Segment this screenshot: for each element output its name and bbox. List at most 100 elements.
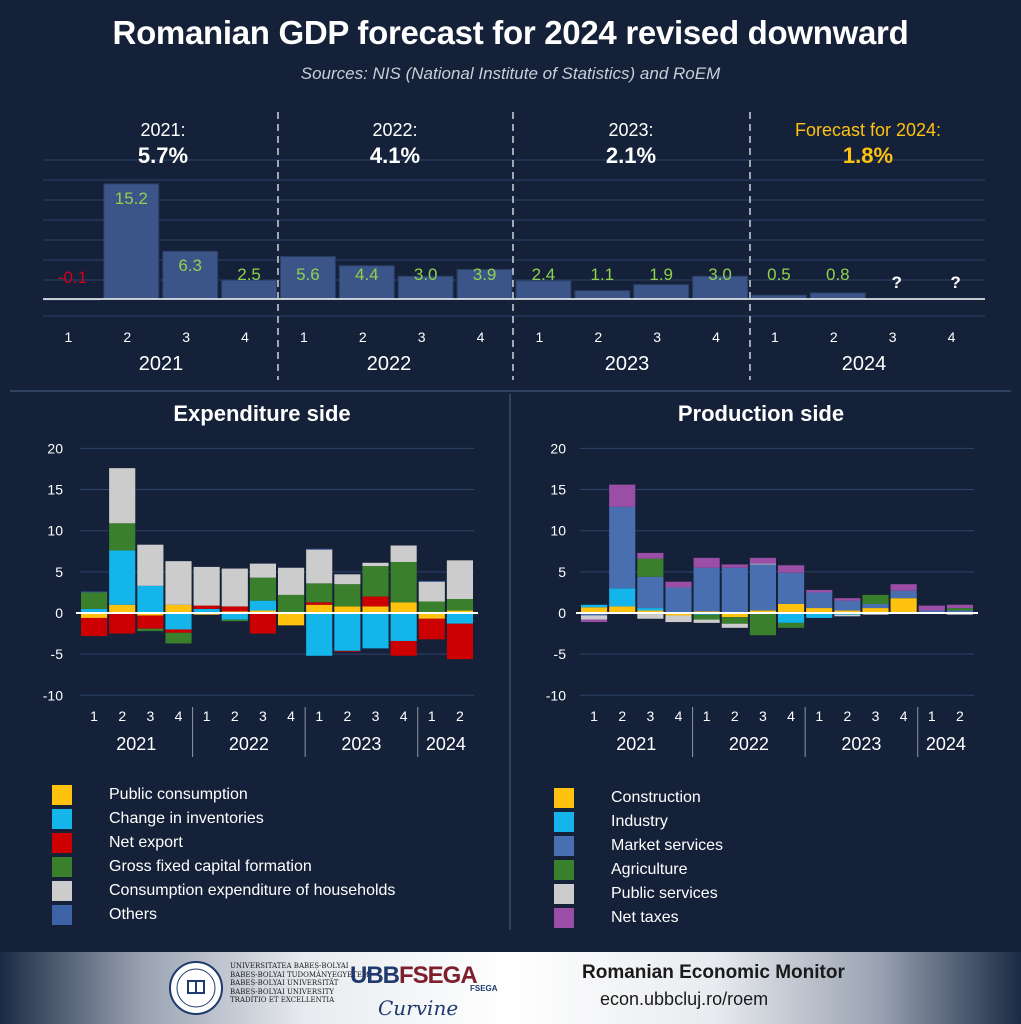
stacked-bar-segment [778,603,805,613]
quarter-tick-label: 4 [900,708,908,724]
stacked-bar-segment [278,613,305,626]
legend-swatch-agriculture [554,860,574,880]
stacked-bar-segment [946,610,973,613]
stacked-bar-segment [806,608,833,613]
year-axis-label: 2022 [229,734,269,754]
stacked-bar-segment [306,613,333,656]
stacked-bar-segment [665,615,692,623]
stacked-bar-segment [81,617,108,637]
gdp-bar [338,265,395,300]
legend-swatch-industry [554,812,574,832]
stacked-bar-segment [137,585,164,613]
stacked-bar-segment [665,613,692,616]
quarterly-gdp-chart: -0.1 15.2 6.3 2.5 5.6 4.4 3.0 3.9 2.4 1.1 1.9 3.0 0.… [43,112,985,380]
stacked-bar-segment [221,606,248,612]
production-side-chart: Production side -10 -5 0 5 10 15 20 1 2 3 4 1 2 3 4 1 2 3 4… [546,401,978,757]
gdp-value-label: 5.6 [296,265,320,284]
annual-summary-value: 4.1% [370,143,420,168]
gdp-value-label: 0.5 [767,265,791,284]
quarter-tick-label: 4 [287,708,295,724]
gdp-value-label: -0.1 [58,268,87,287]
legend-swatch-others [52,905,72,925]
gdp-bar [633,284,690,300]
stacked-bar-segment [334,613,361,651]
quarter-tick-label: 1 [703,708,711,724]
legend-label-agriculture: Agriculture [611,861,688,878]
stacked-bar-segment [109,523,136,551]
quarter-tick-label: 3 [653,329,661,345]
stacked-bar-segment [81,592,108,609]
quarter-tick-label: 4 [477,329,485,345]
y-tick-label: 10 [550,523,566,539]
gdp-bar [162,250,219,300]
stacked-bar-segment [390,561,417,603]
page-subtitle: Sources: NIS (National Institute of Stat… [300,64,721,83]
y-tick-label: 20 [47,440,63,456]
stacked-bar-segment [446,610,473,613]
quarter-tick-label: 4 [787,708,795,724]
gdp-value-label: 3.9 [473,265,497,284]
quarter-tick-label: 1 [428,708,436,724]
gdp-bar [103,183,160,300]
gdp-value-label: 3.0 [708,265,732,284]
stacked-bar-segment [109,613,136,634]
quarter-tick-label: 1 [815,708,823,724]
stacked-bar-segment [165,632,192,644]
panel-title: Production side [678,401,844,426]
stacked-bar-segment [334,574,361,585]
quarter-tick-label: 2 [594,329,602,345]
legend-swatch-public-services [554,884,574,904]
university-seal-logo [169,961,223,1015]
legend-label-others: Others [109,906,158,923]
stacked-bar-segment [221,619,248,622]
stacked-bar-segment [165,604,192,613]
stacked-bar-segment [749,563,776,565]
stacked-bar-segment [446,560,473,600]
quarter-tick-label: 2 [343,708,351,724]
gdp-value-label: 4.4 [355,265,379,284]
gdp-value-label: 1.9 [649,265,673,284]
stacked-bar-segment [581,604,608,608]
quarter-tick-label: 2 [123,329,131,345]
legend-label-public-services: Public services [611,885,718,902]
stacked-bar-segment [778,613,805,623]
stacked-bar-segment [862,603,889,609]
panel-title: Expenditure side [173,401,350,426]
year-axis-label: 2021 [116,734,156,754]
stacked-bar-segment [306,604,333,613]
gdp-value-label: 6.3 [178,256,202,275]
signature: Curvine [378,996,459,1020]
year-axis-label: 2021 [616,734,656,754]
expenditure-side-chart: Expenditure side -10 -5 0 5 10 15 20 1 2 3 4 1 2 3 4 1 2 3… [43,401,478,757]
stacked-bar-segment [306,548,333,550]
stacked-bar-segment [390,613,417,641]
stacked-bar-segment [862,608,889,613]
quarter-tick-label: 3 [646,708,654,724]
quarter-tick-label: 3 [182,329,190,345]
stacked-bar-segment [81,613,108,618]
quarter-tick-label: 2 [456,708,464,724]
quarter-tick-label: 4 [948,329,956,345]
legend-swatch-public-consumption [52,785,72,805]
stacked-bar-segment [890,590,917,599]
stacked-bar-segment [721,564,748,568]
year-axis-label: 2023 [341,734,381,754]
quarter-tick-label: 3 [146,708,154,724]
legend-swatch-net-taxes [554,908,574,928]
stacked-bar-segment [306,583,333,603]
year-axis-label: 2021 [139,353,184,375]
quarter-tick-label: 1 [928,708,936,724]
stacked-bar-segment [749,557,776,564]
stacked-bar-segment [278,594,305,613]
stacked-bar-segment [81,591,108,593]
quarter-tick-label: 1 [300,329,308,345]
quarter-tick-label: 2 [956,708,964,724]
stacked-bar-segment [165,561,192,605]
stacked-bar-segment [609,506,636,589]
legend-swatch-households [52,881,72,901]
footer-banner: UNIVERSITATEA BABEȘ-BOLYAI BABEȘ-BOLYAI … [0,952,1021,1024]
monitor-url[interactable]: econ.ubbcluj.ro/roem [600,989,769,1009]
stacked-bar-segment [249,610,276,613]
stacked-bar-segment [581,613,608,616]
